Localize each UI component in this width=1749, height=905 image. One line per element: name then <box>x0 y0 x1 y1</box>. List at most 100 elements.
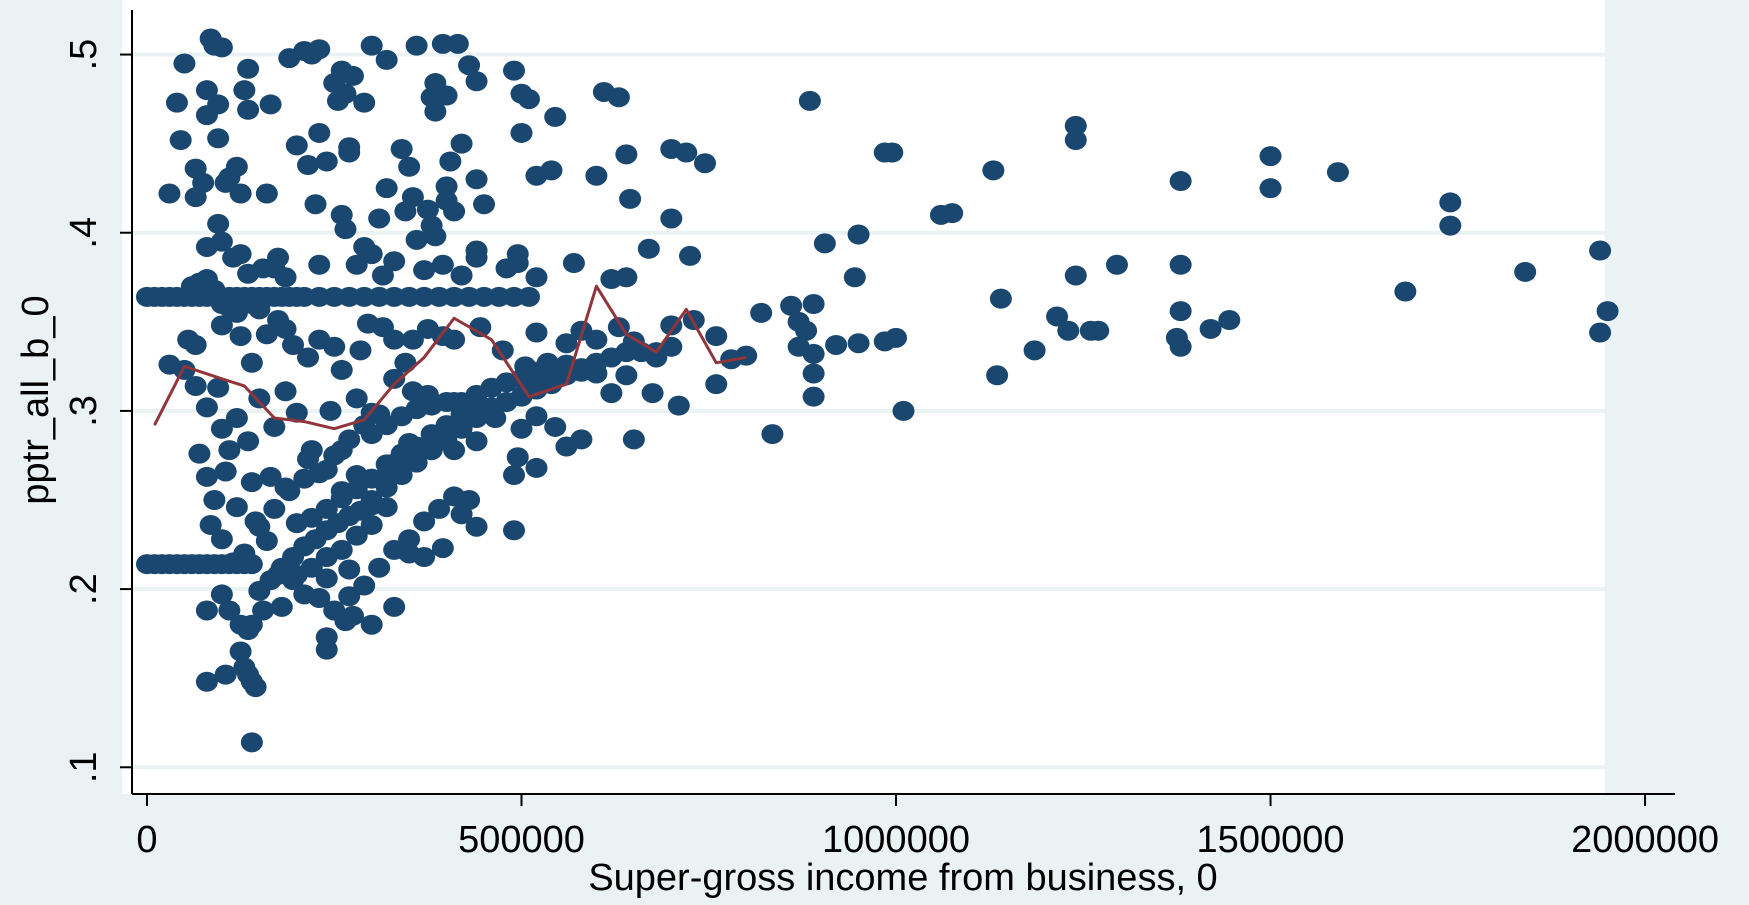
scatter-point <box>233 80 256 101</box>
scatter-point <box>843 267 866 288</box>
scatter-point <box>1046 306 1069 327</box>
scatter-point <box>398 432 421 453</box>
scatter-point <box>637 238 660 259</box>
scatter-point <box>274 267 297 288</box>
scatter-point <box>259 466 282 487</box>
scatter-point <box>375 49 398 70</box>
scatter-point <box>1589 322 1612 343</box>
scatter-point <box>300 557 323 578</box>
scatter-point <box>1169 301 1192 322</box>
scatter-point <box>585 165 608 186</box>
scatter-point <box>435 85 458 106</box>
scatter-point <box>473 194 496 215</box>
scatter-point <box>450 133 473 154</box>
scatter-point <box>735 345 758 366</box>
scatter-point <box>465 71 488 92</box>
tick-labels: .1 .2 .3 .4 .5 0 500000 1000000 1500000 2000000 <box>63 39 1719 861</box>
scatter-point <box>237 431 260 452</box>
scatter-point <box>341 65 364 86</box>
scatter-point <box>503 520 526 541</box>
scatter-point <box>506 447 529 468</box>
scatter-point <box>892 400 915 421</box>
scatter-point <box>503 465 526 486</box>
scatter-point <box>469 317 492 338</box>
scatter-point <box>405 229 428 250</box>
scatter-point <box>263 416 286 437</box>
y-tick-label: .2 <box>63 573 105 605</box>
scatter-point <box>435 415 458 436</box>
scatter-point <box>371 265 394 286</box>
scatter-point <box>1439 215 1462 236</box>
scatter-point <box>405 35 428 56</box>
scatter-point <box>1218 310 1241 331</box>
scatter-point <box>465 169 488 190</box>
scatter-point <box>555 436 578 457</box>
scatter-point <box>514 356 537 377</box>
scatter-point <box>450 504 473 525</box>
y-tick-label: .5 <box>63 39 105 71</box>
scatter-point <box>401 329 424 350</box>
scatter-point <box>240 732 263 753</box>
scatter-point <box>330 359 353 380</box>
scatter-point <box>615 144 638 165</box>
scatter-point <box>641 383 664 404</box>
x-tick-label: 0 <box>136 819 157 861</box>
scatter-point <box>195 80 218 101</box>
scatter-point <box>585 363 608 384</box>
scatter-point <box>330 440 353 461</box>
scatter-point <box>413 260 436 281</box>
scatter-point <box>203 490 226 510</box>
scatter-point <box>540 160 563 181</box>
scatter-point <box>274 318 297 339</box>
scatter-point <box>259 94 282 115</box>
scatter-point <box>240 352 263 373</box>
scatter-point <box>315 568 338 589</box>
scatter-point <box>379 454 402 475</box>
scatter-point <box>847 224 870 245</box>
scatter-point <box>544 416 567 437</box>
scatter-point <box>349 340 372 361</box>
scatter-point <box>802 363 825 384</box>
scatter-point <box>619 188 642 209</box>
scatter-point <box>1589 240 1612 261</box>
scatter-point <box>443 392 466 412</box>
scatter-point <box>330 539 353 560</box>
scatter-point <box>255 324 278 345</box>
scatter-point <box>881 142 904 163</box>
scatter-point <box>210 315 233 336</box>
scatter-point <box>334 219 357 240</box>
scatter-point <box>263 498 286 519</box>
scatter-point <box>694 153 717 174</box>
x-tick-label: 1500000 <box>1197 819 1345 861</box>
scatter-point <box>274 381 297 402</box>
scatter-point <box>439 151 462 172</box>
scatter-point <box>255 530 278 551</box>
scatter-point <box>675 142 698 163</box>
scatter-point <box>431 538 454 559</box>
y-tick-label: .1 <box>63 751 105 783</box>
scatter-point <box>1064 265 1087 286</box>
scatter-point <box>375 497 398 518</box>
scatter-point <box>431 254 454 275</box>
scatter-point <box>679 245 702 266</box>
scatter-point <box>1023 340 1046 361</box>
scatter-point <box>282 334 305 355</box>
scatter-point <box>622 429 645 450</box>
scatter-point <box>1596 301 1619 322</box>
x-tick-label: 2000000 <box>1571 819 1719 861</box>
scatter-point <box>465 516 488 537</box>
scatter-point <box>353 92 376 113</box>
scatter-point <box>173 53 196 74</box>
scatter-point <box>165 92 188 113</box>
scatter-point <box>184 334 207 355</box>
scatter-point <box>319 400 342 421</box>
plot-background <box>122 0 1605 794</box>
scatter-point <box>304 194 327 215</box>
scatter-point <box>517 286 540 307</box>
scatter-point <box>341 605 364 626</box>
scatter-point <box>195 397 218 418</box>
scatter-point <box>308 588 331 608</box>
y-tick-label: .4 <box>63 217 105 249</box>
scatter-point <box>360 244 383 265</box>
